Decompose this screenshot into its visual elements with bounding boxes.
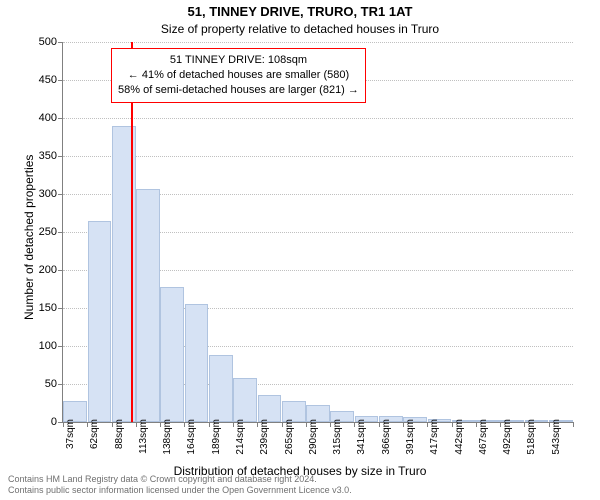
gridline	[63, 42, 573, 43]
x-tick-label: 265sqm	[284, 419, 295, 455]
callout-line: 58% of semi-detached houses are larger (…	[118, 83, 359, 98]
x-tick	[330, 422, 331, 427]
histogram-bar	[160, 287, 184, 422]
x-tick-label: 290sqm	[308, 419, 319, 455]
x-tick	[209, 422, 210, 427]
x-tick	[306, 422, 307, 427]
histogram-bar	[88, 221, 112, 422]
x-tick	[160, 422, 161, 427]
x-tick-label: 518sqm	[526, 419, 537, 455]
footnote: Contains HM Land Registry data © Crown c…	[8, 474, 352, 497]
y-tick-label: 500	[39, 36, 63, 48]
x-tick	[112, 422, 113, 427]
x-tick	[452, 422, 453, 427]
x-tick	[573, 422, 574, 427]
x-tick-label: 214sqm	[235, 419, 246, 455]
y-axis-title: Number of detached properties	[22, 155, 36, 320]
gridline	[63, 156, 573, 157]
x-tick-label: 164sqm	[186, 419, 197, 455]
histogram-bar	[258, 395, 282, 422]
callout-line: ← 41% of detached houses are smaller (58…	[118, 68, 359, 83]
x-tick	[233, 422, 234, 427]
histogram-bar	[136, 189, 160, 422]
y-tick-label: 0	[51, 416, 63, 428]
x-tick-label: 239sqm	[259, 419, 270, 455]
y-tick-label: 250	[39, 226, 63, 238]
y-tick-label: 400	[39, 112, 63, 124]
histogram-chart: 05010015020025030035040045050037sqm62sqm…	[62, 42, 573, 423]
x-tick	[379, 422, 380, 427]
x-tick-label: 543sqm	[551, 419, 562, 455]
x-tick	[500, 422, 501, 427]
x-tick-label: 113sqm	[138, 419, 149, 454]
y-tick-label: 200	[39, 264, 63, 276]
x-tick	[282, 422, 283, 427]
x-tick	[549, 422, 550, 427]
x-tick-label: 417sqm	[429, 419, 440, 455]
x-tick	[63, 422, 64, 427]
x-tick-label: 88sqm	[114, 419, 125, 449]
x-tick-label: 341sqm	[356, 419, 367, 455]
y-tick-label: 450	[39, 74, 63, 86]
x-tick-label: 62sqm	[89, 419, 100, 449]
callout-line: 51 TINNEY DRIVE: 108sqm	[118, 53, 359, 68]
x-tick-label: 467sqm	[478, 419, 489, 455]
footnote-line-2: Contains public sector information licen…	[8, 485, 352, 495]
page-subtitle: Size of property relative to detached ho…	[0, 22, 600, 36]
y-tick-label: 300	[39, 188, 63, 200]
x-tick-label: 315sqm	[332, 419, 343, 455]
x-tick	[403, 422, 404, 427]
x-tick-label: 492sqm	[502, 419, 513, 455]
x-tick-label: 366sqm	[381, 419, 392, 455]
histogram-bar	[233, 378, 257, 422]
histogram-bar	[185, 304, 209, 422]
x-tick-label: 37sqm	[65, 419, 76, 449]
y-tick-label: 350	[39, 150, 63, 162]
histogram-bar	[209, 355, 233, 422]
page-title: 51, TINNEY DRIVE, TRURO, TR1 1AT	[0, 4, 600, 19]
x-tick-label: 189sqm	[211, 419, 222, 455]
y-tick-label: 50	[45, 378, 63, 390]
gridline	[63, 118, 573, 119]
x-tick	[476, 422, 477, 427]
x-tick-label: 138sqm	[162, 419, 173, 455]
footnote-line-1: Contains HM Land Registry data © Crown c…	[8, 474, 317, 484]
x-tick-label: 442sqm	[454, 419, 465, 455]
marker-callout: 51 TINNEY DRIVE: 108sqm← 41% of detached…	[111, 48, 366, 103]
y-tick-label: 150	[39, 302, 63, 314]
x-tick-label: 391sqm	[405, 419, 416, 455]
y-tick-label: 100	[39, 340, 63, 352]
x-tick	[136, 422, 137, 427]
